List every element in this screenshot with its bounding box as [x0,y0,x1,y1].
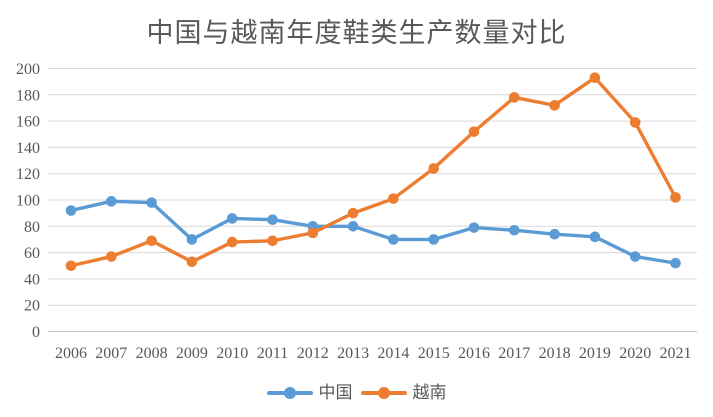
y-tick-label: 20 [24,298,40,315]
data-point-0-2015 [428,234,440,245]
x-tick-label: 2012 [297,345,329,362]
data-point-0-2007 [106,196,117,207]
x-tick-label: 2019 [579,345,611,362]
series-line-0 [69,199,678,265]
data-point-0-2006 [65,205,77,216]
legend-item-vietnam[interactable]: 越南 [360,383,447,402]
y-tick-label: 160 [16,114,40,131]
y-tick-label: 200 [16,61,40,78]
x-tick-label: 2011 [257,345,288,362]
legend-label-vietnam: 越南 [412,383,447,402]
data-point-1-2014 [388,193,399,204]
data-point-0-2020 [629,251,641,262]
chart-legend: 中国 越南 [0,384,713,401]
x-tick-label: 2010 [216,345,248,362]
data-point-1-2021 [670,192,681,203]
data-point-0-2016 [468,222,480,233]
y-tick-label: 120 [16,166,40,183]
data-point-1-2010 [226,236,238,248]
x-tick-label: 2013 [337,345,369,362]
data-point-0-2010 [226,213,238,224]
x-tick-label: 2006 [55,345,87,362]
data-point-0-2018 [549,228,560,240]
x-tick-label: 2007 [95,345,127,362]
data-point-0-2009 [186,234,198,245]
data-point-1-2013 [347,207,359,219]
x-tick-label: 2017 [498,345,530,362]
data-point-1-2020 [629,117,641,128]
x-tick-label: 2018 [539,345,571,362]
data-point-1-2011 [267,235,278,247]
data-point-1-2018 [549,100,560,111]
chart-title: 中国与越南年度鞋类生产数量对比 [146,18,567,48]
x-tick-label: 2009 [176,345,208,362]
data-point-1-2012 [307,227,319,239]
data-point-0-2013 [347,221,359,232]
y-tick-label: 40 [24,271,40,288]
x-tick-label: 2015 [418,345,450,362]
data-point-1-2008 [146,235,157,247]
y-tick-label: 180 [16,87,40,104]
y-tick-label: 80 [24,219,40,236]
x-tick-label: 2020 [619,345,651,362]
china-series-marker-icon [266,386,313,399]
data-point-0-2021 [670,257,681,269]
data-point-0-2011 [267,214,278,226]
data-point-1-2017 [509,92,520,103]
data-point-0-2017 [509,224,520,236]
data-point-1-2016 [468,126,480,137]
series-line-1 [69,76,678,268]
data-point-1-2015 [428,163,440,174]
y-tick-label: 0 [32,324,40,341]
y-tick-label: 60 [24,245,40,262]
legend-item-china[interactable]: 中国 [266,383,353,402]
data-point-1-2007 [106,251,117,262]
y-tick-label: 100 [16,193,40,210]
vietnam-series-marker-icon [360,386,407,399]
x-tick-label: 2008 [136,345,168,362]
data-point-1-2019 [589,72,601,84]
x-tick-label: 2014 [377,345,409,362]
y-tick-label: 140 [16,140,40,157]
data-point-0-2008 [146,197,157,208]
legend-label-china: 中国 [318,383,353,402]
x-tick-label: 2021 [660,345,692,362]
data-point-0-2019 [589,231,601,243]
data-point-1-2006 [65,260,77,272]
data-point-1-2009 [186,256,198,268]
data-point-0-2014 [388,234,399,245]
x-tick-label: 2016 [458,345,490,362]
